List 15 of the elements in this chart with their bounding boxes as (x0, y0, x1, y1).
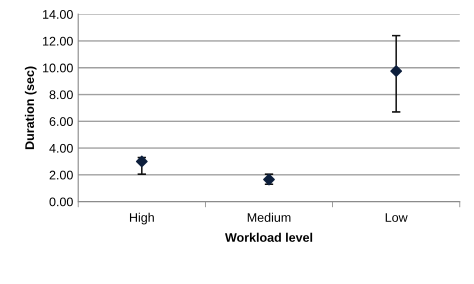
point (390, 65, 402, 77)
y-tick-label: 14.00 (43, 10, 73, 19)
x-tick-label: Low (386, 213, 408, 222)
x-axis-title: Workload level (225, 232, 312, 242)
y-tick-label: 4.00 (49, 144, 73, 153)
x-tick-label: Medium (248, 212, 290, 222)
y-tick-label: 8.00 (50, 90, 73, 100)
x-tick-label: High (130, 212, 154, 224)
y-tick-label: 10.00 (43, 64, 73, 72)
y-tick-label: 0.00 (50, 197, 73, 206)
y-tick-label: 6.00 (50, 117, 73, 126)
y-axis-title: Duration (sec) (24, 66, 37, 150)
point (136, 156, 148, 168)
y-tick-label: 12.00 (43, 36, 73, 46)
y-tick-label: 2.00 (50, 170, 73, 180)
